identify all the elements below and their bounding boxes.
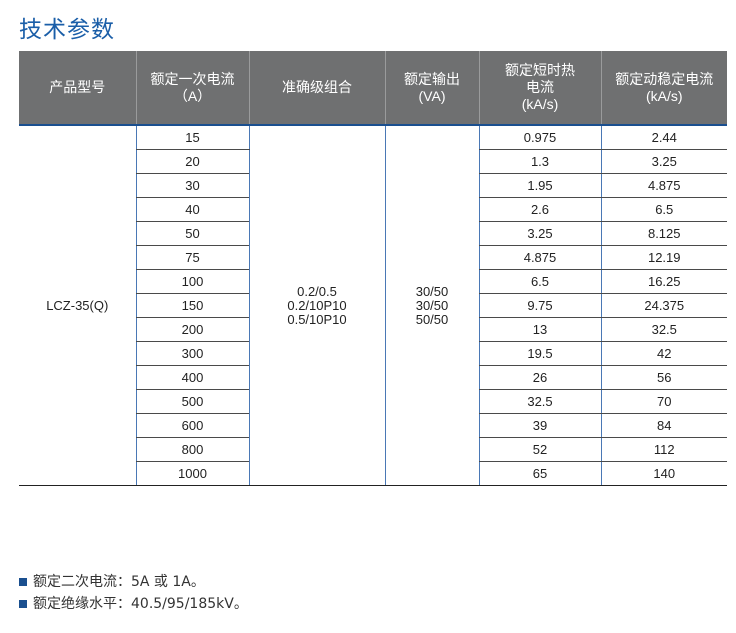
thermal-current-cell: 13 bbox=[478, 317, 601, 342]
primary-current-cell: 500 bbox=[135, 389, 249, 414]
thermal-current-cell: 19.5 bbox=[478, 341, 601, 366]
dynamic-current-cell: 12.19 bbox=[600, 245, 727, 270]
primary-current-cell: 100 bbox=[135, 269, 249, 294]
thermal-current-cell: 1.95 bbox=[478, 173, 601, 198]
table-row: 75 4.875 12.19 bbox=[19, 245, 727, 270]
thermal-current-cell: 65 bbox=[478, 461, 601, 486]
note-text: 额定二次电流：5A 或 1A。 bbox=[33, 574, 205, 590]
primary-current-cell: 400 bbox=[135, 365, 249, 390]
table-row: 20 1.3 3.25 bbox=[19, 149, 727, 174]
thermal-current-cell: 0.975 bbox=[478, 125, 601, 150]
thermal-current-cell: 6.5 bbox=[478, 269, 601, 294]
thermal-current-cell: 32.5 bbox=[478, 389, 601, 414]
primary-current-cell: 150 bbox=[135, 293, 249, 318]
thermal-current-cell: 2.6 bbox=[478, 197, 601, 222]
rated-output-cell: 30/50 30/50 50/50 bbox=[384, 125, 479, 486]
thermal-current-cell: 3.25 bbox=[478, 221, 601, 246]
dynamic-current-cell: 24.375 bbox=[600, 293, 727, 318]
header-dynamic-stable-current: 额定动稳定电流 (kA/s) bbox=[600, 51, 727, 126]
header-rated-primary-current: 额定一次电流 （A） bbox=[135, 51, 249, 126]
dynamic-current-cell: 4.875 bbox=[600, 173, 727, 198]
primary-current-cell: 20 bbox=[135, 149, 249, 174]
primary-current-cell: 75 bbox=[135, 245, 249, 270]
dynamic-current-cell: 3.25 bbox=[600, 149, 727, 174]
thermal-current-cell: 39 bbox=[478, 413, 601, 438]
table-row: 200 13 32.5 bbox=[19, 317, 727, 342]
square-bullet-icon bbox=[19, 600, 27, 608]
table-row: 30 1.95 4.875 bbox=[19, 173, 727, 198]
note-text: 额定绝缘水平：40.5/95/185kV。 bbox=[33, 596, 248, 612]
spec-table: 产品型号 额定一次电流 （A） 准确级组合 额定输出 (VA) 额定短时热 电流 (kA/s) 额… bbox=[19, 51, 727, 486]
thermal-current-cell: 26 bbox=[478, 365, 601, 390]
thermal-current-cell: 4.875 bbox=[478, 245, 601, 270]
primary-current-cell: 1000 bbox=[135, 461, 249, 486]
primary-current-cell: 600 bbox=[135, 413, 249, 438]
table-row: 150 9.75 24.375 bbox=[19, 293, 727, 318]
thermal-current-cell: 52 bbox=[478, 437, 601, 462]
table-body: LCZ-35(Q) 15 0.2/0.5 0.2/10P10 0.5/10P10 30/5… bbox=[19, 125, 727, 486]
dynamic-current-cell: 112 bbox=[600, 437, 727, 462]
table-row: 1000 65 140 bbox=[19, 461, 727, 486]
model-cell: LCZ-35(Q) bbox=[19, 125, 136, 486]
primary-current-cell: 300 bbox=[135, 341, 249, 366]
table-row: 50 3.25 8.125 bbox=[19, 221, 727, 246]
header-accuracy-class: 准确级组合 bbox=[248, 51, 385, 126]
header-model: 产品型号 bbox=[19, 51, 136, 126]
primary-current-cell: 200 bbox=[135, 317, 249, 342]
page-title: 技术参数 bbox=[19, 17, 115, 43]
primary-current-cell: 50 bbox=[135, 221, 249, 246]
square-bullet-icon bbox=[19, 578, 27, 586]
header-short-time-thermal-current: 额定短时热 电流 (kA/s) bbox=[478, 51, 601, 126]
dynamic-current-cell: 42 bbox=[600, 341, 727, 366]
dynamic-current-cell: 8.125 bbox=[600, 221, 727, 246]
dynamic-current-cell: 6.5 bbox=[600, 197, 727, 222]
thermal-current-cell: 1.3 bbox=[478, 149, 601, 174]
table-row: 800 52 112 bbox=[19, 437, 727, 462]
header-row: 产品型号 额定一次电流 （A） 准确级组合 额定输出 (VA) 额定短时热 电流 (kA/s) 额… bbox=[19, 51, 727, 126]
dynamic-current-cell: 32.5 bbox=[600, 317, 727, 342]
table-row: 500 32.5 70 bbox=[19, 389, 727, 414]
dynamic-current-cell: 16.25 bbox=[600, 269, 727, 294]
table-row: 600 39 84 bbox=[19, 413, 727, 438]
accuracy-class-cell: 0.2/0.5 0.2/10P10 0.5/10P10 bbox=[248, 125, 385, 486]
thermal-current-cell: 9.75 bbox=[478, 293, 601, 318]
table-row: 100 6.5 16.25 bbox=[19, 269, 727, 294]
primary-current-cell: 40 bbox=[135, 197, 249, 222]
primary-current-cell: 15 bbox=[135, 125, 249, 150]
note-item: 额定二次电流：5A 或 1A。 bbox=[19, 571, 248, 593]
dynamic-current-cell: 140 bbox=[600, 461, 727, 486]
primary-current-cell: 30 bbox=[135, 173, 249, 198]
table-row: 300 19.5 42 bbox=[19, 341, 727, 366]
note-item: 额定绝缘水平：40.5/95/185kV。 bbox=[19, 593, 248, 615]
primary-current-cell: 800 bbox=[135, 437, 249, 462]
dynamic-current-cell: 70 bbox=[600, 389, 727, 414]
dynamic-current-cell: 56 bbox=[600, 365, 727, 390]
notes: 额定二次电流：5A 或 1A。额定绝缘水平：40.5/95/185kV。 bbox=[19, 571, 248, 615]
table-row: 400 26 56 bbox=[19, 365, 727, 390]
table-row: LCZ-35(Q) 15 0.2/0.5 0.2/10P10 0.5/10P10 30/5… bbox=[19, 125, 727, 486]
header-rated-output: 额定输出 (VA) bbox=[384, 51, 479, 126]
dynamic-current-cell: 2.44 bbox=[600, 125, 727, 150]
table-row: 40 2.6 6.5 bbox=[19, 197, 727, 222]
dynamic-current-cell: 84 bbox=[600, 413, 727, 438]
